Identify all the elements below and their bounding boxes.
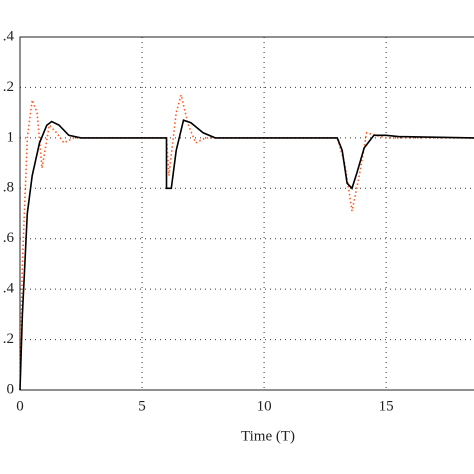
x-tick-label: 0 xyxy=(16,398,24,414)
y-tick-label: 0 xyxy=(7,381,15,397)
x-tick-label: 15 xyxy=(379,398,394,414)
x-axis-label: Time (T) xyxy=(241,428,295,444)
y-tick-label: .2 xyxy=(3,79,14,95)
plot-frame xyxy=(19,36,474,391)
x-tick-label: 10 xyxy=(257,398,272,414)
y-tick-label: .8 xyxy=(3,180,14,196)
y-tick-label: .4 xyxy=(3,281,15,297)
y-tick-label: .2 xyxy=(3,331,14,347)
y-tick-label: .6 xyxy=(3,230,15,246)
x-tick-label: 5 xyxy=(138,398,146,414)
y-tick-label: 1 xyxy=(7,129,15,145)
series-line xyxy=(19,91,474,391)
y-tick-label: .4 xyxy=(3,28,15,44)
series-line xyxy=(19,119,474,391)
